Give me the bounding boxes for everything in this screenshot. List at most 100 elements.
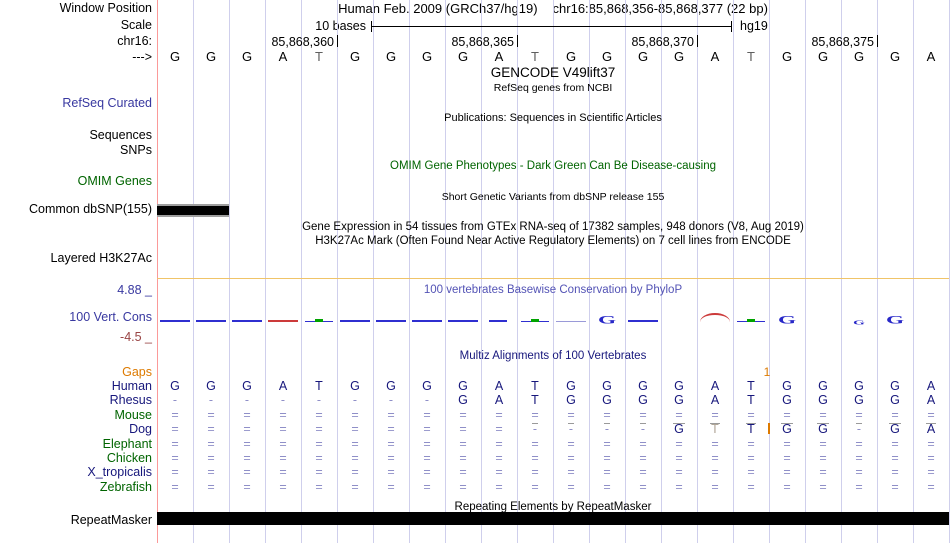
repeatmasker-feature-bar[interactable] [157,512,949,525]
grid-line [481,0,482,543]
track-label-common-dbsnp[interactable]: Common dbSNP(155) [29,202,152,216]
alignment-cell: T [747,379,755,393]
alignment-base: G [889,422,901,436]
track-label-repeatmasker[interactable]: RepeatMasker [70,513,152,527]
alignment-base: - [603,422,611,436]
dbsnp-variant-bar[interactable] [157,204,229,217]
alignment-cell: = [855,408,863,422]
alignment-cell: = [459,408,467,422]
conservation-base-glyph: G [885,313,905,327]
ruler-tick-mark [877,35,878,47]
species-label-zebrafish[interactable]: Zebrafish [99,480,152,494]
alignment-cell: G [877,423,913,436]
track-label-strand: ---> [132,50,152,64]
track-label-vert-cons[interactable]: 100 Vert. Cons [69,310,152,324]
species-label-chicken[interactable]: Chicken [106,451,152,465]
alignment-cell: A [494,379,504,393]
sequence-base: G [853,49,865,64]
grid-line [877,0,878,543]
alignment-cell: = [387,465,395,479]
alignment-cell: = [639,437,647,451]
alignment-cell: = [279,437,287,451]
alignment-cell: = [207,408,215,422]
alignment-base: - [567,422,575,436]
alignment-cell: G [566,379,576,393]
alignment-cell: = [171,437,179,451]
sequence-base: A [278,49,288,64]
alignment-cell: A [710,379,720,393]
alignment-cell: - [424,393,430,407]
grid-line [553,0,554,543]
alignment-cell: = [423,451,431,465]
alignment-cell: = [459,422,467,436]
track-label-snps[interactable]: SNPs [120,143,152,157]
alignment-cell: - [208,393,214,407]
species-label-x_tropicalis[interactable]: X_tropicalis [87,465,152,479]
alignment-base: - [855,422,863,436]
alignment-cell: = [927,480,935,494]
alignment-cell: = [819,465,827,479]
alignment-base: G [673,422,685,436]
grid-line [373,0,374,543]
alignment-cell: = [855,465,863,479]
alignment-cell: T [747,393,755,407]
alignment-cell: G [674,393,684,407]
species-label-human[interactable]: Human [111,379,152,393]
alignment-cell: = [855,451,863,465]
track-label-omim-genes[interactable]: OMIM Genes [77,174,152,188]
h3k27ac-title: H3K27Ac Mark (Often Found Near Active Re… [315,235,791,247]
track-label-sequences[interactable]: Sequences [89,128,152,142]
track-label-layered-h3k27ac[interactable]: Layered H3K27Ac [50,251,152,265]
alignment-cell: = [603,451,611,465]
alignment-cell: = [243,465,251,479]
conservation-mark [268,320,298,322]
repeat-title: Repeating Elements by RepeatMasker [454,501,652,513]
alignment-cell: = [243,480,251,494]
alignment-cell: = [819,408,827,422]
species-label-elephant[interactable]: Elephant [102,437,152,451]
alignment-cell: = [459,480,467,494]
alignment-cell: = [423,422,431,436]
multiz-title: Multiz Alignments of 100 Vertebrates [459,350,647,362]
alignment-cell: = [315,422,323,436]
conservation-mark [315,319,323,322]
alignment-cell: G [638,393,648,407]
species-label-rhesus[interactable]: Rhesus [109,393,152,407]
species-label-dog[interactable]: Dog [129,422,152,436]
alignment-insert-bar [768,423,770,434]
alignment-cell: = [351,437,359,451]
alignment-cell: = [315,437,323,451]
alignment-cell: = [171,408,179,422]
alignment-cell: = [675,480,683,494]
alignment-cell: = [279,480,287,494]
alignment-cell: = [531,437,539,451]
alignment-cell: = [639,451,647,465]
alignment-cell: - [589,423,625,436]
conservation-base-glyph: G [853,318,865,327]
alignment-cell: = [315,408,323,422]
alignment-cell: A [926,393,936,407]
track-label-refseq-curated[interactable]: RefSeq Curated [62,96,152,110]
sequence-base: G [889,49,901,64]
alignment-cell: = [891,465,899,479]
sequence-base: G [205,49,217,64]
track-label-cons-max: 4.88 _ [117,283,152,297]
window-position-title: Human Feb. 2009 (GRCh37/hg19) chr16:85,86… [157,2,949,15]
alignment-cell: = [747,437,755,451]
track-label-gaps[interactable]: Gaps [122,365,152,379]
alignment-cell: = [495,422,503,436]
species-label-mouse[interactable]: Mouse [114,408,152,422]
grid-line [733,0,734,543]
scale-ruler-left-tick [371,21,372,32]
grid-line [661,0,662,543]
alignment-cell: = [315,465,323,479]
alignment-cell: = [495,480,503,494]
alignment-cell: = [891,437,899,451]
alignment-cell: G [890,379,900,393]
conservation-mark [196,320,226,322]
alignment-cell: = [819,451,827,465]
alignment-cell: G [602,379,612,393]
sequence-base: T [531,49,539,64]
alignment-cell: = [639,408,647,422]
alignment-cell: = [783,437,791,451]
